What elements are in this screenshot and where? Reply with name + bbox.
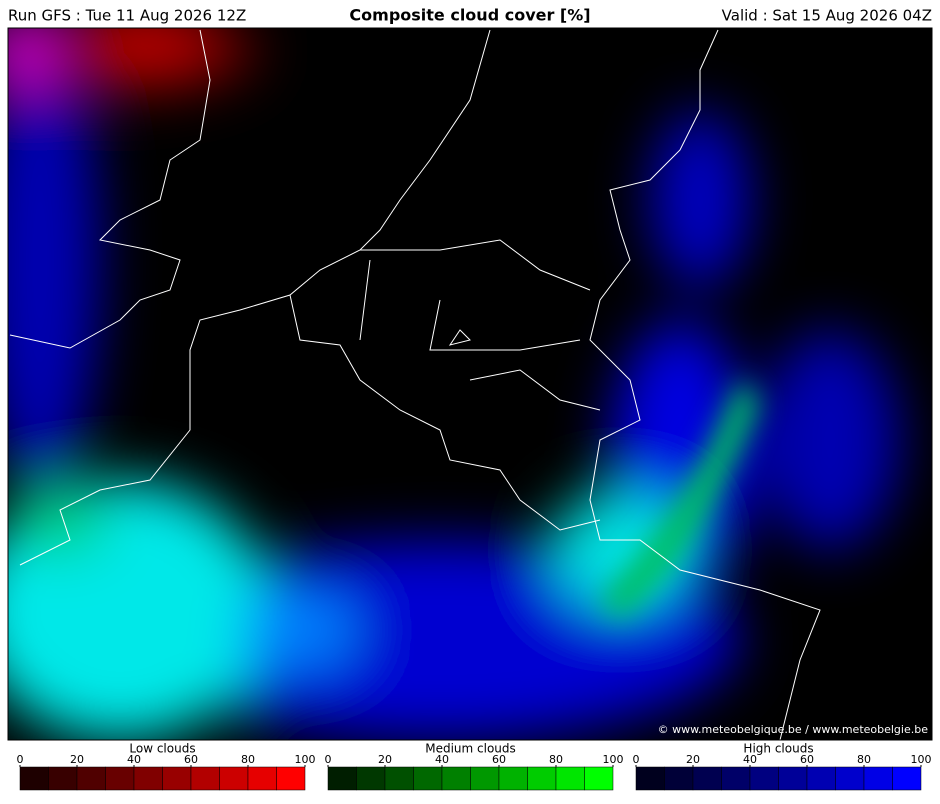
map-title: Composite cloud cover [%] (349, 6, 590, 25)
color-step (133, 766, 163, 791)
color-step (190, 766, 220, 791)
tick-label: 0 (633, 753, 640, 766)
color-step (441, 766, 471, 791)
tick-label: 80 (549, 753, 563, 766)
tick-label: 100 (911, 753, 932, 766)
color-step (806, 766, 836, 791)
borders (9, 29, 821, 740)
color-step (692, 766, 722, 791)
color-step (327, 766, 357, 791)
run-label: Run GFS : Tue 11 Aug 2026 12Z (8, 7, 246, 25)
color-step (384, 766, 414, 791)
legend-title: High clouds (743, 742, 813, 756)
tick-label: 20 (378, 753, 392, 766)
color-step (664, 766, 694, 791)
valid-label: Valid : Sat 15 Aug 2026 04Z (722, 7, 932, 25)
color-step (247, 766, 277, 791)
color-step (356, 766, 386, 791)
tick-label: 40 (743, 753, 757, 766)
map-credit: © www.meteobelgique.be / www.meteobelgie… (658, 723, 929, 736)
color-step (413, 766, 443, 791)
tick-label: 60 (184, 753, 198, 766)
tick-label: 0 (325, 753, 332, 766)
map-area: © www.meteobelgique.be / www.meteobelgie… (8, 28, 932, 740)
color-step (892, 766, 922, 791)
tick-label: 100 (603, 753, 624, 766)
tick-label: 80 (241, 753, 255, 766)
color-step (778, 766, 808, 791)
map-frame (7, 27, 933, 741)
color-step (527, 766, 557, 791)
tick-label: 20 (70, 753, 84, 766)
color-step (863, 766, 893, 791)
color-step (584, 766, 614, 791)
tick-label: 60 (800, 753, 814, 766)
color-step (555, 766, 585, 791)
color-step (162, 766, 192, 791)
color-step (835, 766, 865, 791)
tick-label: 100 (295, 753, 316, 766)
color-step (498, 766, 528, 791)
color-step (105, 766, 135, 791)
color-step (19, 766, 49, 791)
tick-label: 60 (492, 753, 506, 766)
legend-title: Medium clouds (425, 742, 516, 756)
tick-label: 40 (127, 753, 141, 766)
color-step (219, 766, 249, 791)
color-step (470, 766, 500, 791)
color-step (76, 766, 106, 791)
color-step (276, 766, 306, 791)
tick-label: 80 (857, 753, 871, 766)
color-step (48, 766, 78, 791)
tick-label: 0 (17, 753, 24, 766)
green-band (600, 380, 760, 620)
tick-label: 20 (686, 753, 700, 766)
legend-title: Low clouds (129, 742, 195, 756)
legends: Low clouds 0 20 40 60 80 100 Medium clouds 0 20 40… (17, 742, 932, 791)
color-step (635, 766, 665, 791)
color-step (749, 766, 779, 791)
color-step (721, 766, 751, 791)
tick-label: 40 (435, 753, 449, 766)
